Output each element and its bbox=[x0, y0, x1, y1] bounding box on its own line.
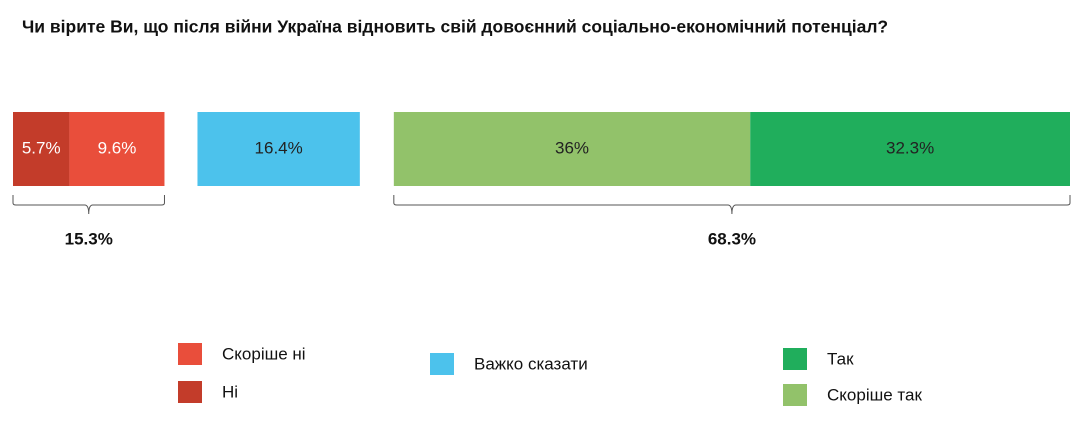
total-label: 15.3% bbox=[65, 229, 113, 248]
legend-swatch bbox=[783, 384, 807, 406]
bar-segment bbox=[69, 112, 165, 186]
legend-label: Скоріше так bbox=[827, 385, 922, 404]
value-label: 5.7% bbox=[22, 138, 61, 157]
bar-segment bbox=[13, 112, 70, 186]
legend-swatch bbox=[430, 353, 454, 375]
legend-swatch bbox=[178, 381, 202, 403]
chart-title: Чи вірите Ви, що після війни Україна від… bbox=[22, 17, 888, 37]
legend-label: Важко сказати bbox=[474, 354, 588, 373]
total-label: 68.3% bbox=[708, 229, 756, 248]
value-label: 9.6% bbox=[98, 138, 137, 157]
bar-segment bbox=[393, 112, 751, 186]
legend-swatch bbox=[783, 348, 807, 370]
legend-label: Ні bbox=[222, 382, 238, 401]
bracket bbox=[12, 195, 165, 215]
value-label: 16.4% bbox=[255, 138, 303, 157]
value-label: 32.3% bbox=[886, 138, 934, 157]
legend-swatch bbox=[178, 343, 202, 365]
bracket bbox=[393, 195, 1071, 215]
bar-segment bbox=[197, 112, 360, 186]
bar-segment bbox=[750, 112, 1070, 186]
legend-label: Скоріше ні bbox=[222, 344, 306, 363]
value-label: 36% bbox=[555, 138, 589, 157]
legend-label: Так bbox=[827, 349, 854, 368]
